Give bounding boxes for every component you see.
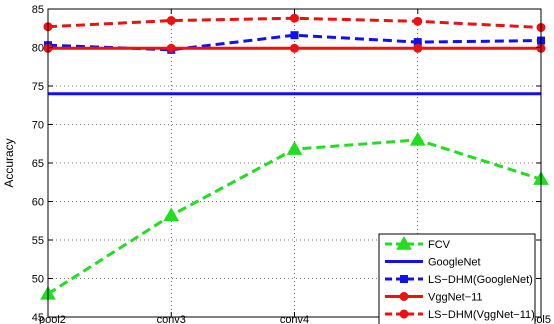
y-tick-label: 55	[32, 235, 44, 247]
legend-marker	[396, 235, 412, 250]
legend-item: VggNet−11	[385, 292, 483, 304]
legend-item: GoogleNet	[385, 257, 481, 269]
x-tick-label: conv3	[157, 314, 186, 324]
legend-marker	[400, 275, 408, 283]
y-tick-label: 85	[32, 4, 44, 16]
data-point	[413, 43, 423, 53]
series-vggnet-11	[43, 43, 546, 53]
legend-marker	[399, 309, 409, 319]
legend-label: LS−DHM(VggNet−11)	[428, 309, 535, 321]
data-point	[166, 16, 176, 26]
data-point	[163, 207, 180, 222]
series-layer	[40, 13, 549, 300]
y-tick-label: 80	[32, 43, 44, 55]
legend-label: GoogleNet	[428, 257, 481, 269]
legend: FCV GoogleNet LS−DHM(GoogleNet) VggNet−11 LS…	[378, 233, 536, 324]
x-tick-label: pool5	[524, 314, 551, 324]
y-tick-label: 75	[32, 81, 44, 93]
series-ls-dhm-vggnet-11	[43, 13, 546, 32]
legend-item: LS−DHM(GoogleNet)	[385, 274, 533, 286]
x-tick-label: conv4	[280, 314, 309, 324]
legend-item: LS−DHM(VggNet−11)	[385, 309, 535, 321]
y-tick-label: 70	[32, 120, 44, 132]
y-tick-label: 45	[32, 312, 44, 324]
legend-label: VggNet−11	[428, 292, 483, 304]
legend-marker	[399, 292, 409, 301]
y-axis-label: Accuracy	[2, 138, 16, 187]
data-point	[290, 13, 299, 23]
data-point	[290, 43, 299, 53]
legend-item: FCV	[385, 235, 451, 251]
series-line	[47, 33, 542, 52]
data-point	[409, 131, 426, 146]
data-point	[166, 43, 176, 53]
y-tick-label: 50	[32, 274, 44, 286]
y-tick-label: 65	[32, 158, 44, 170]
data-point	[286, 141, 303, 155]
legend-label: LS−DHM(GoogleNet)	[428, 274, 533, 286]
x-tick-label: pool2	[39, 314, 66, 324]
legend-label: FCV	[428, 239, 451, 251]
data-point	[413, 16, 423, 26]
y-tick-label: 60	[32, 197, 44, 209]
data-point	[290, 31, 299, 40]
